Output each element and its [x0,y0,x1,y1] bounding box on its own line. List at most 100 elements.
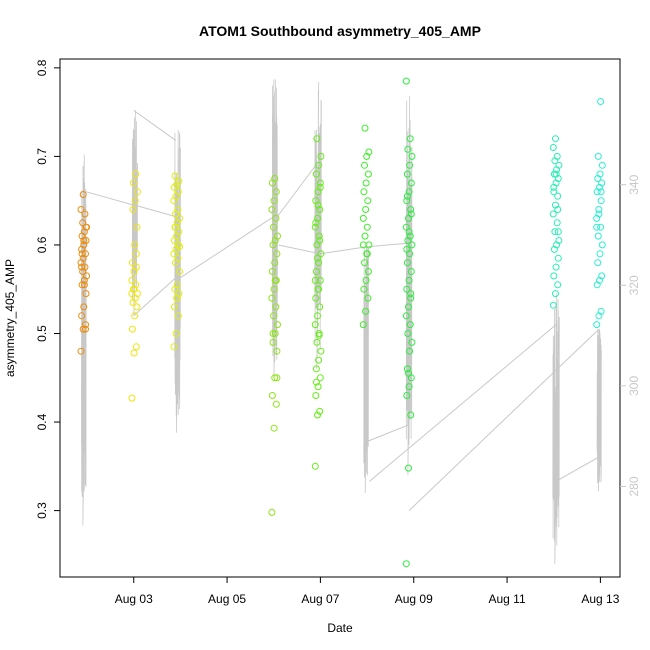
data-point [77,347,85,355]
data-point [555,161,563,169]
data-point [82,290,90,298]
data-point [132,343,140,351]
line-burst-8 [596,329,602,492]
data-point [313,135,321,143]
data-point [174,312,182,320]
data-point [594,232,602,240]
data-point [83,272,91,280]
data-point [361,232,369,240]
x-axis-label: Date [327,621,353,635]
data-point [406,232,414,240]
line-burst-2 [174,129,181,433]
data-point [315,331,323,339]
data-point [364,268,372,275]
data-point [271,175,279,182]
data-point [552,290,559,298]
data-point [316,303,324,311]
data-point [314,201,322,209]
data-point [268,392,276,399]
data-point [174,241,182,249]
data-point [268,206,276,213]
data-point [312,365,320,373]
data-point [176,214,183,222]
data-point [593,214,601,222]
data-point [273,250,281,258]
data-point [81,210,89,218]
data-point [268,294,276,302]
x-tick-label: Aug 11 [488,592,525,606]
data-point [317,347,325,355]
line-burst-3 [271,79,278,378]
data-point [550,188,558,196]
data-point [315,161,323,169]
data-point [549,210,557,218]
data-point [552,170,560,178]
data-point [406,135,414,143]
data-point [403,192,411,200]
data-point [408,152,416,160]
data-point [272,214,280,222]
line-connector-1 [133,109,177,141]
data-point [554,206,562,213]
data-point [170,250,178,258]
data-point [312,392,320,399]
data-point [405,276,413,284]
data-point [130,268,138,275]
data-point [274,232,281,240]
data-point [131,312,139,320]
data-point [316,206,324,213]
data-point [172,223,179,231]
data-point [78,250,86,258]
data-point [597,98,605,105]
data-point [171,285,179,293]
data-point [130,179,137,187]
data-point [359,241,367,249]
data-point [553,152,561,160]
data-point [406,161,414,169]
data-point [272,400,280,408]
x-tick-label: Aug 13 [581,592,619,606]
data-point [314,254,321,262]
x-tick-label: Aug 07 [301,592,339,606]
data-point [128,394,136,402]
data-point [174,206,182,213]
line-connector-4 [180,216,275,279]
data-point [359,321,367,329]
data-point [270,285,278,293]
data-point [593,321,601,329]
y2-tick-label: 340 [627,174,641,194]
data-point [594,175,602,182]
data-point [598,272,606,280]
data-point [361,161,368,169]
data-point [312,268,320,275]
y-axis-right: 280 300 320 340 [620,174,641,496]
line-connector-5 [277,164,317,217]
data-point [172,192,180,200]
data-point [82,237,90,244]
data-point [554,281,562,289]
data-point [77,206,85,213]
data-point [407,210,415,218]
data-point [405,228,413,236]
data-point [407,411,415,419]
data-point [362,276,370,284]
data-point [170,343,178,351]
line-connector-0 [85,191,134,206]
data-point [554,175,562,182]
line-connector-8 [367,242,410,248]
line-connector-9 [366,424,410,442]
data-point [176,268,183,275]
data-point [269,241,277,249]
data-point [311,223,319,231]
data-point [403,285,411,293]
data-point [549,301,557,309]
line-connector-2 [133,277,177,317]
data-point [408,241,416,249]
data-point [79,191,87,198]
data-point [175,228,183,236]
data-point [316,237,324,244]
y2-tick-label: 280 [627,476,641,496]
data-point [314,312,321,320]
data-point [314,411,321,419]
data-point [403,365,411,373]
